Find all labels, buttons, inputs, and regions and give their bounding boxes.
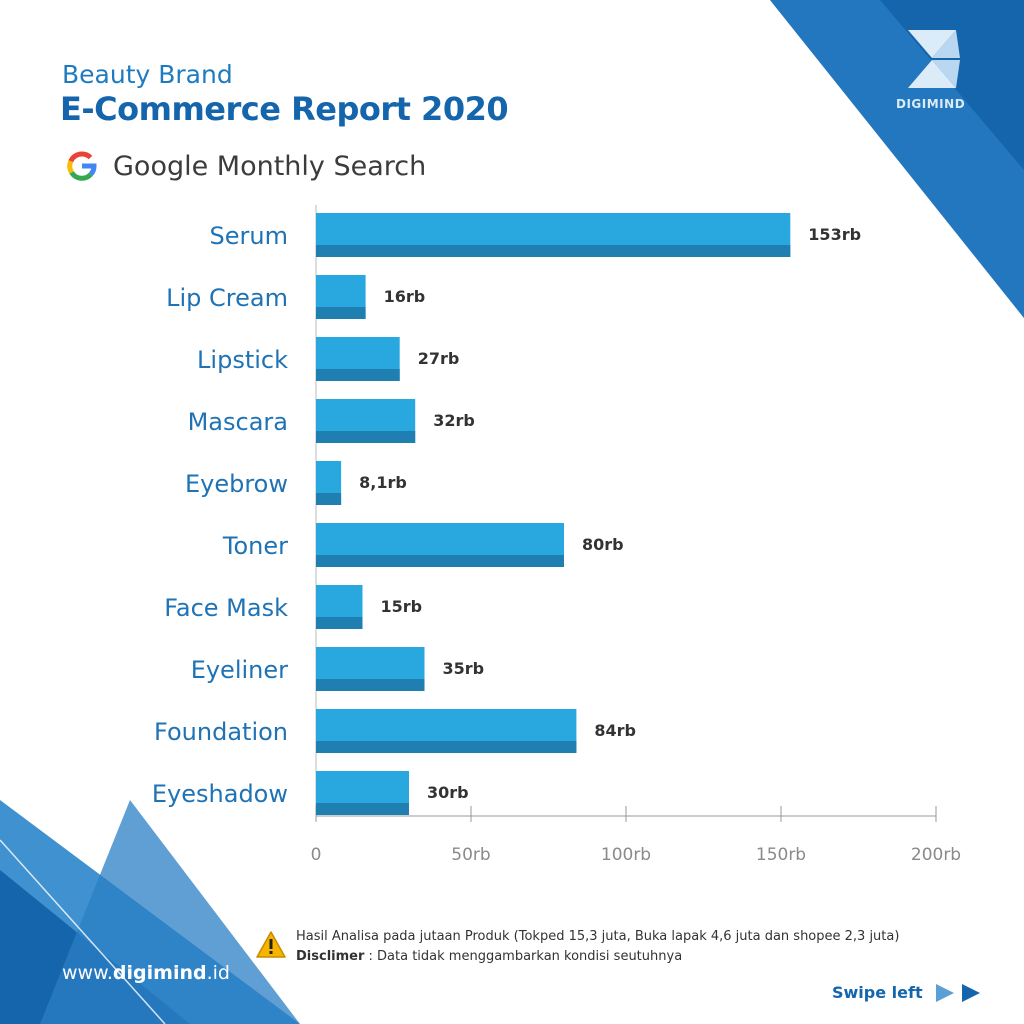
- category-label: Lipstick: [197, 346, 288, 374]
- data-label: 35rb: [443, 659, 485, 678]
- category-label: Eyeshadow: [152, 780, 288, 808]
- data-label: 16rb: [384, 287, 426, 306]
- x-tick-label: 50rb: [451, 845, 490, 865]
- x-tick-label: 200rb: [911, 845, 961, 865]
- data-label: 30rb: [427, 783, 469, 802]
- report-subtitle: Beauty Brand: [62, 60, 233, 89]
- data-label: 84rb: [594, 721, 636, 740]
- category-label: Toner: [222, 532, 288, 560]
- data-label: 32rb: [433, 411, 475, 430]
- data-label: 8,1rb: [359, 473, 407, 492]
- top-right-corner-light: [770, 0, 1024, 318]
- bar-shadow: [316, 555, 564, 567]
- bar-shadow: [316, 245, 791, 257]
- category-label: Foundation: [154, 718, 288, 746]
- bar-shadow: [316, 431, 416, 443]
- category-label: Face Mask: [164, 594, 288, 622]
- category-label: Mascara: [188, 408, 288, 436]
- bar-shadow: [316, 741, 577, 753]
- category-label: Lip Cream: [166, 284, 288, 312]
- x-tick-label: 0: [311, 845, 322, 865]
- website-url: www.digimind.id: [62, 962, 230, 984]
- bar-shadow: [316, 369, 400, 381]
- bar-shadow: [316, 617, 363, 629]
- category-label: Eyebrow: [185, 470, 288, 498]
- x-tick-label: 100rb: [601, 845, 651, 865]
- disclaimer-note: Disclimer : Data tidak menggambarkan kon…: [296, 949, 682, 964]
- disclaimer-text: : Data tidak menggambarkan kondisi seutu…: [364, 949, 683, 964]
- play-arrows-icon[interactable]: [934, 982, 984, 1004]
- data-label: 27rb: [418, 349, 460, 368]
- bar-shadow: [316, 803, 409, 815]
- chart-title: Google Monthly Search: [113, 151, 427, 182]
- bar-shadow: [316, 679, 425, 691]
- data-label: 153rb: [808, 225, 861, 244]
- report-title: E-Commerce Report 2020: [60, 90, 509, 128]
- disclaimer-label: Disclimer: [296, 949, 365, 964]
- bottom-left-corner-tri: [40, 800, 300, 1024]
- category-label: Serum: [210, 222, 288, 250]
- bar-shadow: [316, 307, 366, 319]
- data-label: 80rb: [582, 535, 624, 554]
- digimind-logo-icon: [908, 30, 960, 88]
- swipe-left-label[interactable]: Swipe left: [832, 983, 923, 1002]
- google-icon: [67, 151, 97, 181]
- bar-shadow: [316, 493, 342, 505]
- brand-name: DIGIMIND: [896, 97, 966, 111]
- data-label: 15rb: [381, 597, 423, 616]
- warning-icon: [256, 931, 286, 958]
- analysis-note: Hasil Analisa pada jutaan Produk (Tokped…: [296, 929, 900, 944]
- x-tick-label: 150rb: [756, 845, 806, 865]
- category-label: Eyeliner: [191, 656, 288, 684]
